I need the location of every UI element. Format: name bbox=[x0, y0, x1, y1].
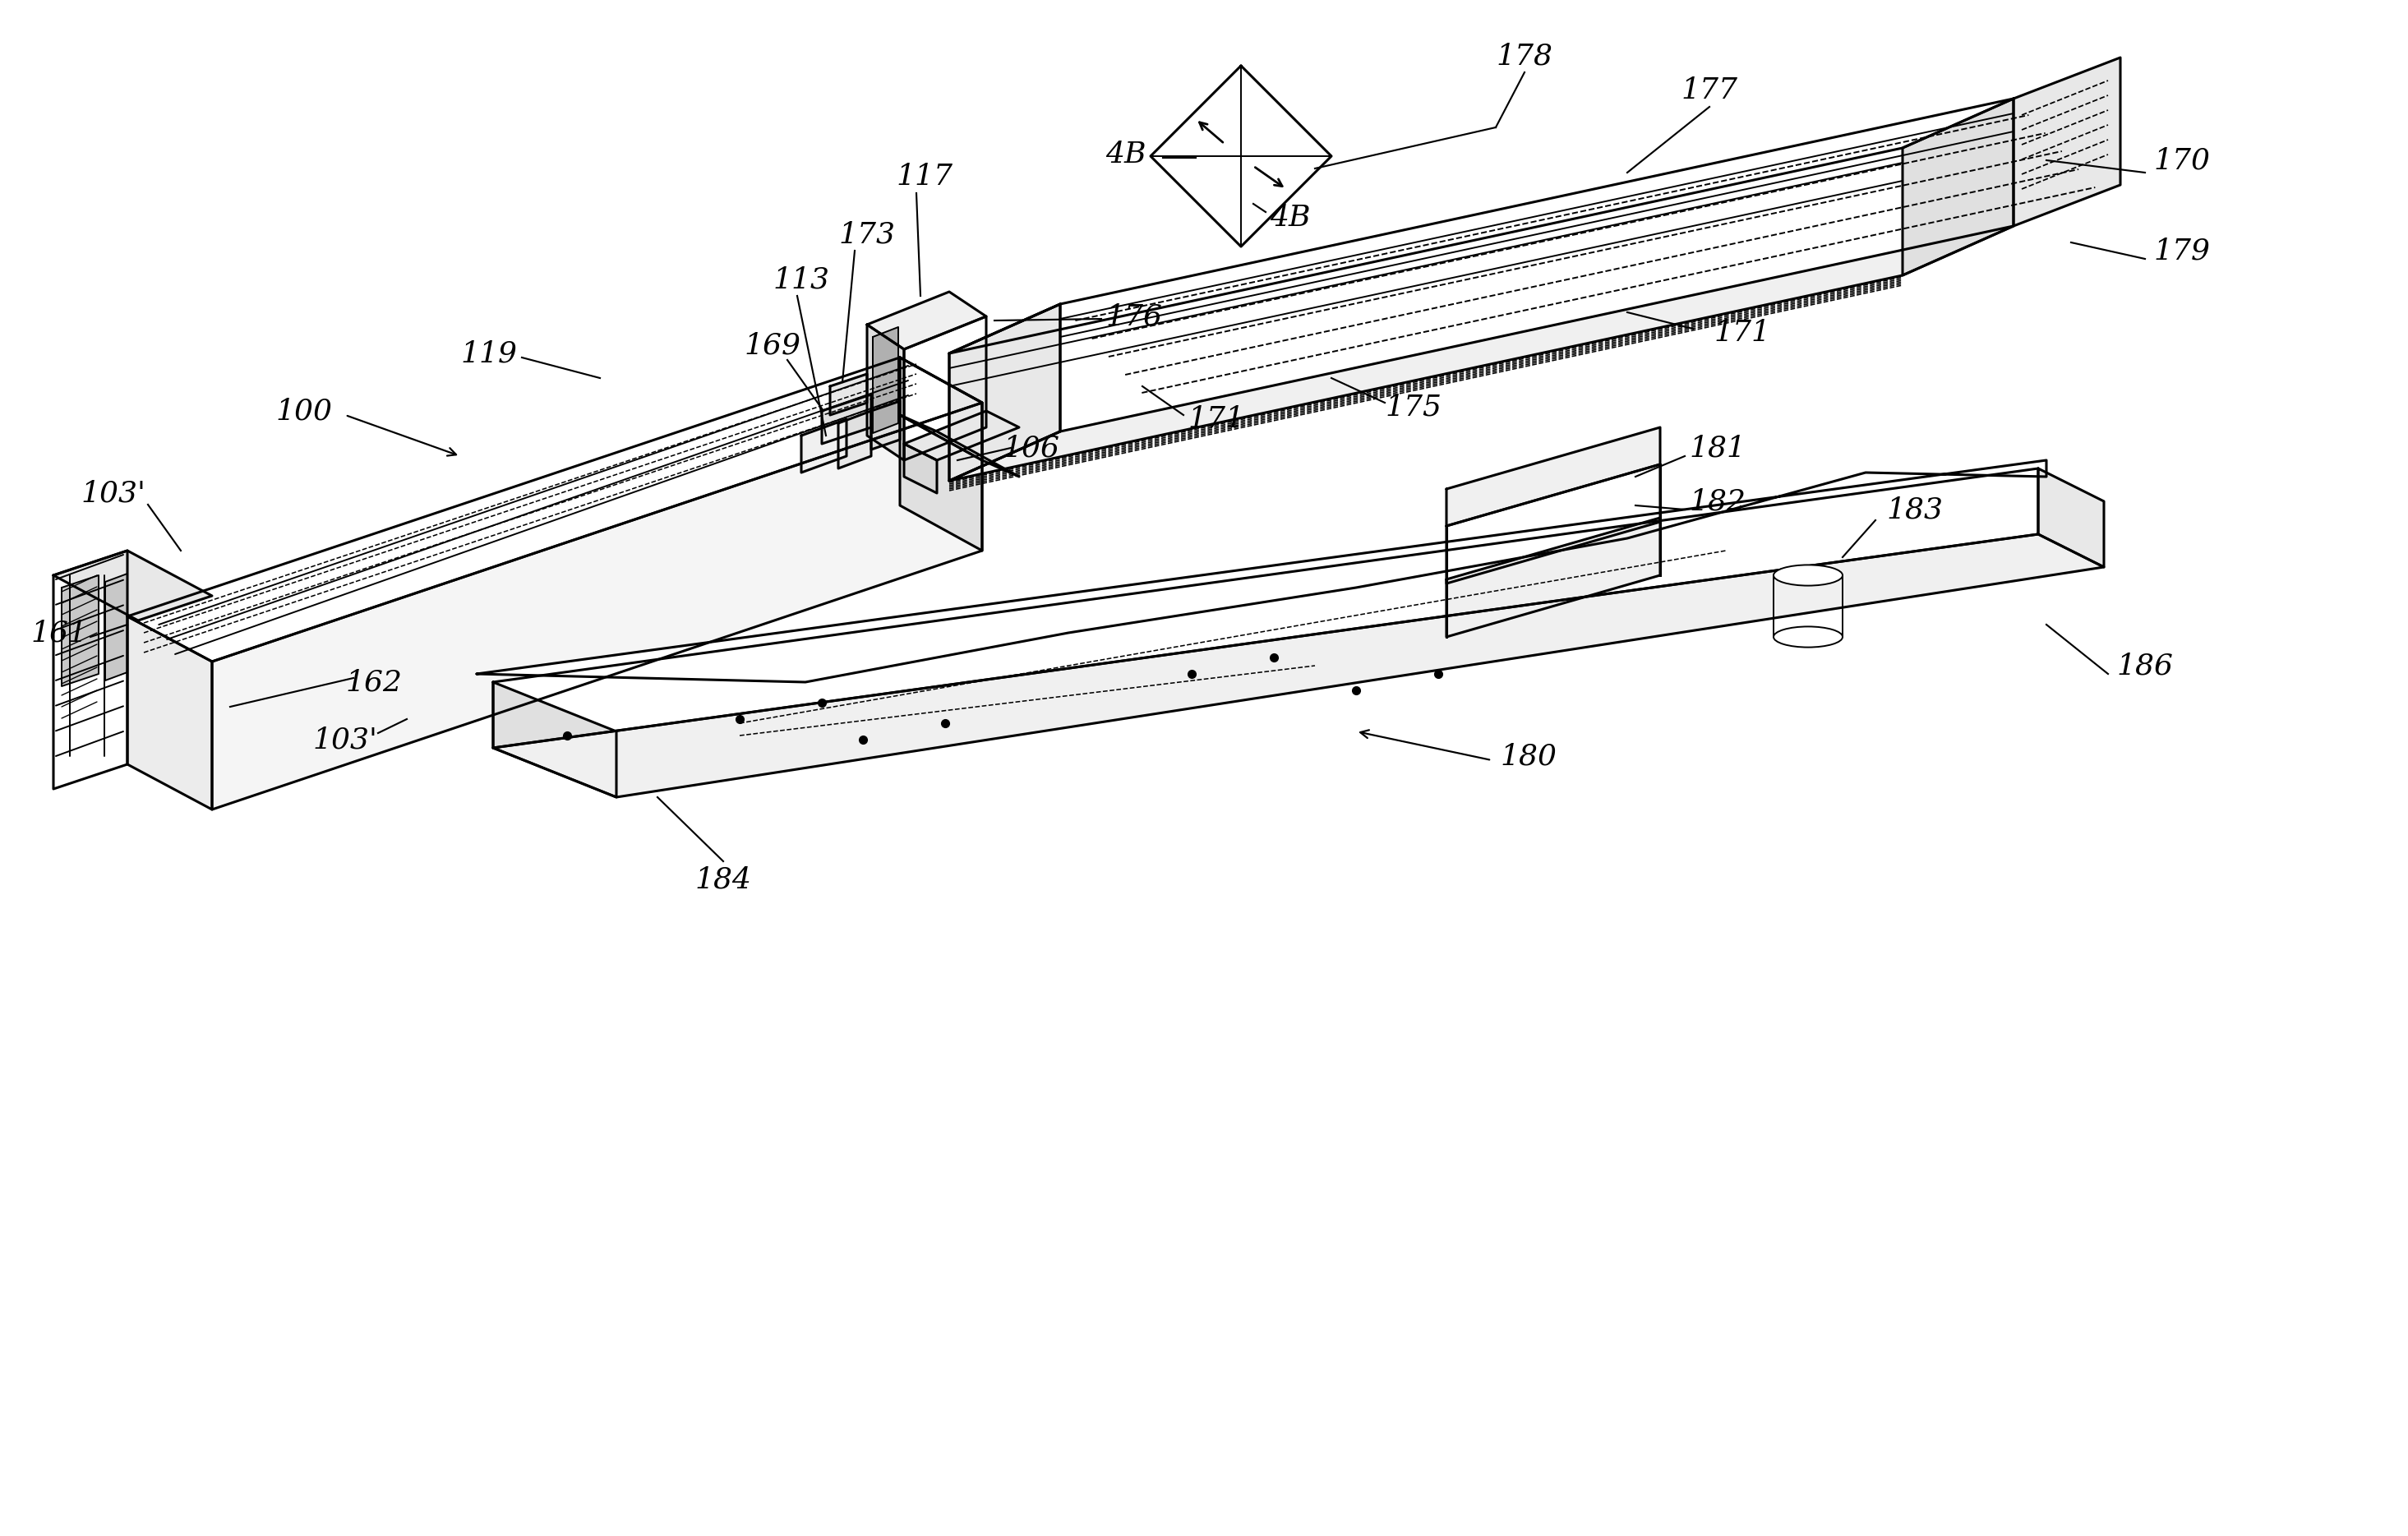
Text: 4B: 4B bbox=[1269, 204, 1310, 232]
Polygon shape bbox=[1447, 518, 1659, 637]
Polygon shape bbox=[901, 358, 982, 461]
Polygon shape bbox=[831, 373, 867, 415]
Text: 181: 181 bbox=[1690, 435, 1746, 462]
Text: 180: 180 bbox=[1500, 742, 1558, 770]
Polygon shape bbox=[1447, 464, 1659, 584]
Text: 117: 117 bbox=[896, 163, 954, 190]
Polygon shape bbox=[477, 461, 2047, 682]
Text: 179: 179 bbox=[2153, 237, 2211, 264]
Text: 100: 100 bbox=[277, 396, 332, 425]
Text: 170: 170 bbox=[2153, 146, 2211, 174]
Polygon shape bbox=[949, 98, 2013, 353]
Text: 184: 184 bbox=[696, 865, 751, 894]
Polygon shape bbox=[949, 304, 1060, 481]
Polygon shape bbox=[494, 682, 616, 797]
Polygon shape bbox=[128, 616, 212, 809]
Polygon shape bbox=[903, 316, 987, 461]
Text: 183: 183 bbox=[1885, 496, 1943, 524]
Polygon shape bbox=[494, 468, 2037, 748]
Text: 162: 162 bbox=[347, 668, 402, 696]
Text: 173: 173 bbox=[838, 220, 896, 249]
Polygon shape bbox=[63, 576, 99, 687]
Text: 171: 171 bbox=[1187, 406, 1245, 433]
Text: 103': 103' bbox=[313, 725, 378, 754]
Polygon shape bbox=[494, 535, 2105, 797]
Text: 176: 176 bbox=[1105, 303, 1163, 330]
Polygon shape bbox=[949, 304, 1060, 481]
Polygon shape bbox=[903, 444, 937, 493]
Polygon shape bbox=[2013, 57, 2121, 226]
Text: 113: 113 bbox=[773, 266, 831, 293]
Polygon shape bbox=[949, 226, 2013, 481]
Ellipse shape bbox=[1775, 627, 1842, 647]
Text: 103': 103' bbox=[82, 479, 147, 507]
Text: 161: 161 bbox=[31, 619, 87, 647]
Polygon shape bbox=[2037, 468, 2105, 567]
Polygon shape bbox=[53, 550, 128, 790]
Text: 186: 186 bbox=[2117, 651, 2174, 679]
Polygon shape bbox=[872, 401, 901, 450]
Text: 169: 169 bbox=[744, 332, 802, 359]
Polygon shape bbox=[1447, 427, 1659, 525]
Polygon shape bbox=[802, 419, 848, 473]
Text: 4B: 4B bbox=[1105, 140, 1146, 169]
Polygon shape bbox=[901, 358, 982, 550]
Text: 178: 178 bbox=[1495, 41, 1553, 69]
Polygon shape bbox=[1151, 66, 1332, 247]
Text: 119: 119 bbox=[460, 339, 518, 367]
Polygon shape bbox=[106, 573, 128, 680]
Text: 177: 177 bbox=[1681, 77, 1739, 104]
Polygon shape bbox=[838, 412, 872, 468]
Text: 175: 175 bbox=[1385, 393, 1442, 421]
Polygon shape bbox=[212, 402, 982, 809]
Text: 106: 106 bbox=[1004, 435, 1060, 462]
Polygon shape bbox=[821, 395, 872, 444]
Polygon shape bbox=[128, 358, 982, 662]
Polygon shape bbox=[872, 327, 898, 433]
Polygon shape bbox=[901, 415, 1019, 476]
Polygon shape bbox=[1902, 98, 2013, 275]
Polygon shape bbox=[903, 412, 1019, 461]
Polygon shape bbox=[53, 550, 212, 621]
Ellipse shape bbox=[1775, 565, 1842, 585]
Polygon shape bbox=[867, 292, 987, 349]
Text: 182: 182 bbox=[1690, 487, 1746, 515]
Polygon shape bbox=[867, 324, 903, 461]
Text: 171: 171 bbox=[1714, 319, 1770, 347]
